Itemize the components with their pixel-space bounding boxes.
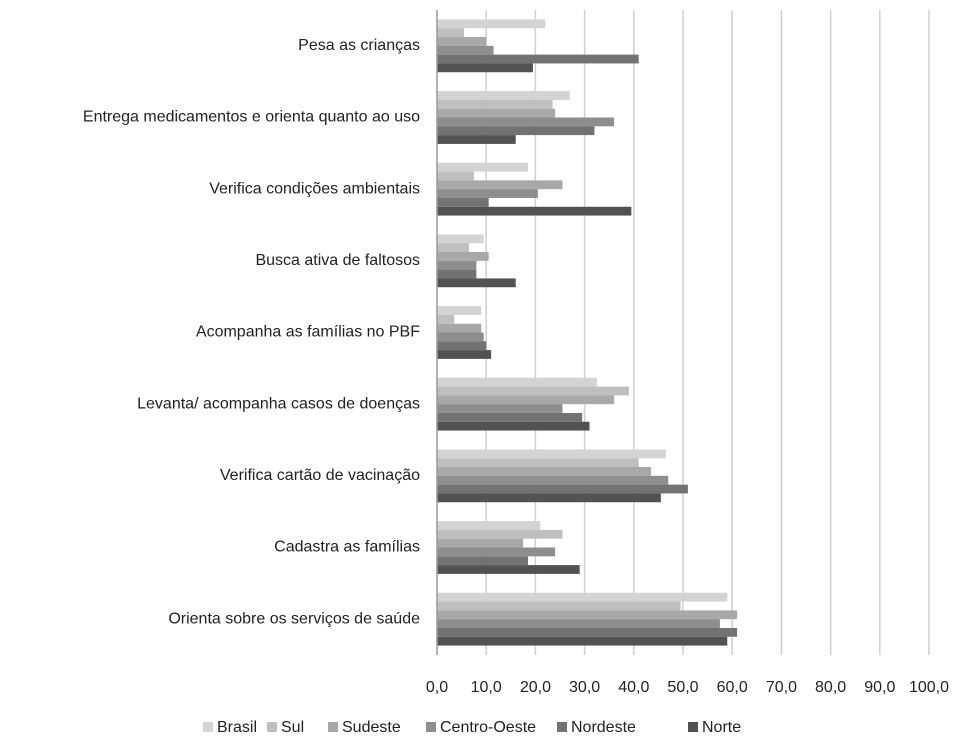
bar bbox=[437, 610, 738, 620]
bar bbox=[437, 458, 639, 468]
bar bbox=[437, 323, 482, 333]
legend-swatch bbox=[557, 722, 567, 732]
x-tick-label: 0,0 bbox=[426, 679, 448, 696]
bar bbox=[437, 619, 720, 628]
y-tick-label: Verifica condições ambientais bbox=[209, 180, 420, 197]
x-tick-label: 20,0 bbox=[520, 679, 551, 696]
bar bbox=[437, 162, 529, 172]
bar bbox=[437, 449, 666, 459]
bar bbox=[437, 108, 556, 118]
bar bbox=[437, 269, 477, 279]
x-tick-label: 70,0 bbox=[766, 679, 797, 696]
legend-swatch bbox=[328, 722, 338, 732]
y-tick-label: Verifica cartão de vacinação bbox=[220, 467, 420, 484]
bar bbox=[437, 350, 492, 359]
bar bbox=[437, 63, 533, 73]
x-tick-label: 80,0 bbox=[815, 679, 846, 696]
bar bbox=[437, 421, 590, 431]
bar bbox=[437, 475, 669, 485]
bar bbox=[437, 252, 489, 261]
bar bbox=[437, 377, 597, 387]
bar bbox=[437, 171, 474, 181]
bar bbox=[437, 529, 563, 539]
bar bbox=[437, 314, 455, 324]
bar bbox=[437, 234, 484, 244]
bar bbox=[437, 493, 661, 503]
bar bbox=[437, 135, 516, 144]
bar bbox=[437, 404, 563, 413]
bar bbox=[437, 278, 516, 288]
bar bbox=[437, 206, 632, 216]
legend-swatch bbox=[267, 722, 277, 732]
legend-swatch bbox=[203, 722, 213, 732]
bar bbox=[437, 565, 580, 574]
y-tick-label: Entrega medicamentos e orienta quanto ao… bbox=[83, 109, 420, 126]
bar bbox=[437, 189, 538, 198]
bar bbox=[437, 386, 629, 396]
bar bbox=[437, 395, 615, 405]
bar bbox=[437, 126, 595, 136]
legend-label: Brasil bbox=[217, 719, 257, 736]
legend-label: Sul bbox=[281, 719, 304, 736]
bar bbox=[437, 99, 553, 109]
bar bbox=[437, 37, 487, 46]
bar bbox=[437, 45, 494, 55]
y-tick-label: Acompanha as famílias no PBF bbox=[196, 324, 420, 341]
bar bbox=[437, 260, 477, 270]
bar bbox=[437, 556, 529, 566]
x-tick-label: 50,0 bbox=[667, 679, 698, 696]
bar bbox=[437, 180, 563, 190]
y-tick-label: Levanta/ acompanha casos de doenças bbox=[137, 395, 420, 412]
bar bbox=[437, 91, 570, 100]
bar bbox=[437, 538, 524, 548]
bar bbox=[437, 197, 489, 207]
y-tick-label: Pesa as crianças bbox=[298, 37, 420, 54]
x-tick-label: 40,0 bbox=[618, 679, 649, 696]
bar bbox=[437, 636, 728, 646]
bar bbox=[437, 243, 469, 253]
legend-swatch bbox=[688, 722, 698, 732]
y-tick-label: Orienta sobre os serviços de saúde bbox=[168, 610, 420, 627]
bar bbox=[437, 547, 556, 557]
x-tick-label: 60,0 bbox=[717, 679, 748, 696]
y-tick-label: Cadastra as famílias bbox=[274, 539, 420, 556]
bar bbox=[437, 54, 639, 64]
legend-label: Norte bbox=[702, 719, 741, 736]
x-tick-label: 10,0 bbox=[471, 679, 502, 696]
bar bbox=[437, 332, 484, 342]
x-tick-label: 100,0 bbox=[909, 679, 949, 696]
bar bbox=[437, 117, 615, 127]
bar bbox=[437, 592, 728, 602]
bar bbox=[437, 306, 482, 315]
bar bbox=[437, 28, 465, 38]
bar bbox=[437, 341, 487, 351]
bar bbox=[437, 412, 583, 422]
x-tick-label: 30,0 bbox=[569, 679, 600, 696]
legend-label: Centro-Oeste bbox=[440, 719, 536, 736]
legend-swatch bbox=[426, 722, 436, 732]
bar bbox=[437, 627, 738, 637]
bar bbox=[437, 601, 681, 611]
bar bbox=[437, 19, 546, 29]
x-tick-label: 90,0 bbox=[864, 679, 895, 696]
bar bbox=[437, 467, 652, 476]
legend-label: Sudeste bbox=[342, 719, 401, 736]
bar bbox=[437, 484, 688, 494]
legend-label: Nordeste bbox=[571, 719, 636, 736]
bar bbox=[437, 521, 541, 530]
y-tick-label: Busca ativa de faltosos bbox=[255, 252, 420, 269]
